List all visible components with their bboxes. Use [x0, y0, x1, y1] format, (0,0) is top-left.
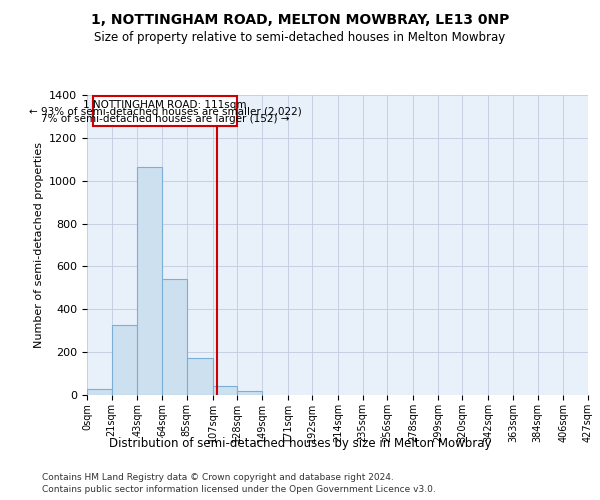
Bar [187, 358, 212, 395]
Text: 1 NOTTINGHAM ROAD: 111sqm: 1 NOTTINGHAM ROAD: 111sqm [83, 100, 247, 110]
Bar [87, 388, 112, 395]
Text: ← 93% of semi-detached houses are smaller (2,022): ← 93% of semi-detached houses are smalle… [29, 107, 301, 117]
Bar [112, 326, 137, 395]
Bar [237, 390, 262, 395]
Text: 1, NOTTINGHAM ROAD, MELTON MOWBRAY, LE13 0NP: 1, NOTTINGHAM ROAD, MELTON MOWBRAY, LE13… [91, 12, 509, 26]
Bar [212, 386, 237, 395]
Text: Contains public sector information licensed under the Open Government Licence v3: Contains public sector information licen… [42, 485, 436, 494]
Y-axis label: Number of semi-detached properties: Number of semi-detached properties [34, 142, 44, 348]
Text: Size of property relative to semi-detached houses in Melton Mowbray: Size of property relative to semi-detach… [94, 31, 506, 44]
Text: 7% of semi-detached houses are larger (152) →: 7% of semi-detached houses are larger (1… [41, 114, 289, 124]
FancyBboxPatch shape [93, 96, 237, 126]
Text: Distribution of semi-detached houses by size in Melton Mowbray: Distribution of semi-detached houses by … [109, 438, 491, 450]
Text: Contains HM Land Registry data © Crown copyright and database right 2024.: Contains HM Land Registry data © Crown c… [42, 472, 394, 482]
Bar [137, 167, 162, 395]
Bar [162, 280, 187, 395]
